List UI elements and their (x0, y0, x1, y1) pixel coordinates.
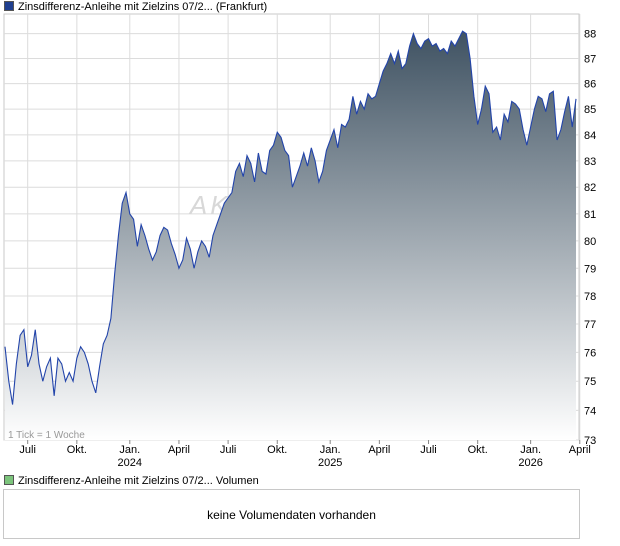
x-tick-label: April (569, 444, 591, 456)
x-tick-label: Okt. (468, 444, 488, 456)
x-tick-year: 2025 (318, 457, 342, 469)
price-line (4, 30, 577, 405)
x-tick-label: Jan. (119, 444, 140, 456)
x-tick-label: Jan. (520, 444, 541, 456)
y-tick-label: 82 (584, 182, 596, 194)
y-tick-label: 76 (584, 347, 596, 359)
x-tick-label: Juli (19, 444, 36, 456)
y-tick-label: 83 (584, 156, 596, 168)
x-tick-label: Okt. (267, 444, 287, 456)
y-tick-label: 88 (584, 29, 596, 41)
y-tick-label: 87 (584, 54, 596, 66)
x-tick-label: Jan. (320, 444, 341, 456)
y-tick-label: 84 (584, 130, 596, 142)
y-tick-label: 80 (584, 236, 596, 248)
y-tick-label: 81 (584, 209, 596, 221)
y-tick-label: 86 (584, 79, 596, 91)
y-tick-label: 73 (584, 435, 596, 447)
price-area (5, 31, 576, 441)
x-tick-label: Juli (420, 444, 437, 456)
y-tick-label: 75 (584, 376, 596, 388)
y-tick-label: 78 (584, 291, 596, 303)
x-tick-label: Okt. (67, 444, 87, 456)
price-legend-swatch (4, 1, 14, 11)
volume-panel: keine Volumendaten vorhanden (3, 489, 580, 539)
x-tick-year: 2024 (118, 457, 142, 469)
x-tick-label: April (368, 444, 390, 456)
y-axis: 73 74 75 76 77 78 79 80 81 82 83 84 85 86 87 88 (584, 29, 596, 447)
x-tick-year: 2026 (518, 457, 542, 469)
volume-legend-label: Zinsdifferenz-Anleihe mit Zielzins 07/2.… (18, 475, 259, 487)
volume-legend: Zinsdifferenz-Anleihe mit Zielzins 07/2.… (4, 475, 259, 487)
price-legend: Zinsdifferenz-Anleihe mit Zielzins 07/2.… (4, 1, 267, 13)
price-legend-label: Zinsdifferenz-Anleihe mit Zielzins 07/2.… (18, 1, 268, 13)
volume-legend-swatch (4, 475, 14, 485)
y-tick-label: 79 (584, 263, 596, 275)
x-tick-label: April (168, 444, 190, 456)
y-tick-label: 77 (584, 319, 596, 331)
volume-empty-message: keine Volumendaten vorhanden (207, 508, 376, 522)
x-tick-label: Juli (220, 444, 237, 456)
tick-note: 1 Tick = 1 Woche (8, 430, 85, 441)
y-tick-label: 85 (584, 104, 596, 116)
y-tick-label: 74 (584, 405, 596, 417)
